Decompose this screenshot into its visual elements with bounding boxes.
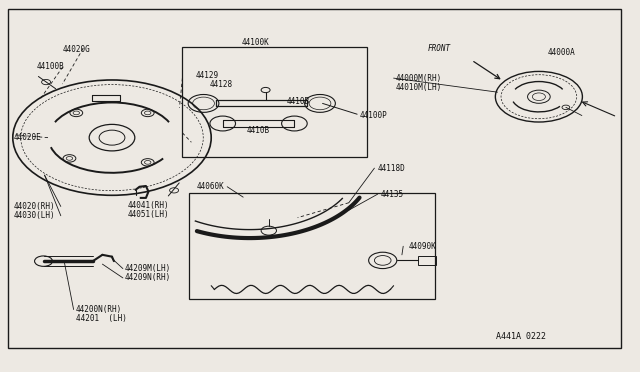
Text: 44135: 44135	[381, 190, 404, 199]
Text: 44100B: 44100B	[37, 62, 65, 71]
Text: 44020G: 44020G	[63, 45, 90, 54]
Text: 44000A: 44000A	[547, 48, 575, 57]
Text: 44118D: 44118D	[378, 164, 405, 173]
Text: 44128: 44128	[210, 80, 233, 89]
Text: 4410B: 4410B	[287, 97, 310, 106]
Bar	[189, 193, 435, 299]
Text: FRONT: FRONT	[428, 44, 451, 53]
Text: 44041(RH): 44041(RH)	[128, 201, 170, 210]
Text: 44030(LH): 44030(LH)	[14, 211, 56, 220]
Text: 44051(LH): 44051(LH)	[128, 210, 170, 219]
Text: 44090K: 44090K	[408, 242, 436, 251]
Text: 44209N(RH): 44209N(RH)	[125, 273, 171, 282]
Text: 44201  (LH): 44201 (LH)	[76, 314, 126, 323]
Bar	[418, 256, 436, 265]
Text: 44209M(LH): 44209M(LH)	[125, 264, 171, 273]
Text: A441A 0222: A441A 0222	[496, 332, 546, 341]
Text: 44020(RH): 44020(RH)	[14, 202, 56, 211]
Text: 44129: 44129	[195, 71, 218, 80]
Bar	[182, 47, 367, 157]
Text: 44000M(RH): 44000M(RH)	[396, 74, 442, 83]
Text: 44100P: 44100P	[360, 111, 387, 120]
Text: 44060K: 44060K	[197, 182, 225, 191]
Text: 44010M(LH): 44010M(LH)	[396, 83, 442, 92]
Text: 44020E: 44020E	[14, 133, 42, 142]
Text: 4410B: 4410B	[246, 126, 269, 135]
Text: 44100K: 44100K	[242, 38, 269, 47]
Text: 44200N(RH): 44200N(RH)	[76, 305, 122, 314]
